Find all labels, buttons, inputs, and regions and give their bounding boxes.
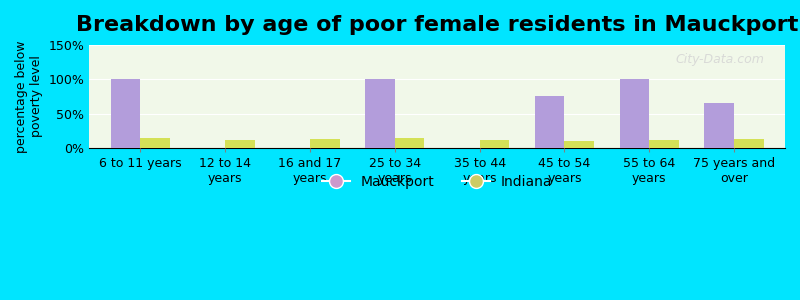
Bar <box>225 140 254 148</box>
Y-axis label: percentage below
poverty level: percentage below poverty level <box>15 40 43 153</box>
Bar <box>140 137 170 148</box>
Bar <box>565 141 594 148</box>
Text: City-Data.com: City-Data.com <box>675 53 764 66</box>
Bar <box>479 140 510 148</box>
Title: Breakdown by age of poor female residents in Mauckport: Breakdown by age of poor female resident… <box>76 15 798 35</box>
Bar <box>394 137 425 148</box>
Bar <box>534 96 565 148</box>
Bar <box>310 139 339 148</box>
Legend: Mauckport, Indiana: Mauckport, Indiana <box>316 169 558 194</box>
Bar <box>650 140 679 148</box>
Bar <box>734 139 764 148</box>
Bar <box>619 79 650 148</box>
Bar <box>365 79 394 148</box>
Bar <box>110 79 140 148</box>
Bar <box>704 103 734 148</box>
